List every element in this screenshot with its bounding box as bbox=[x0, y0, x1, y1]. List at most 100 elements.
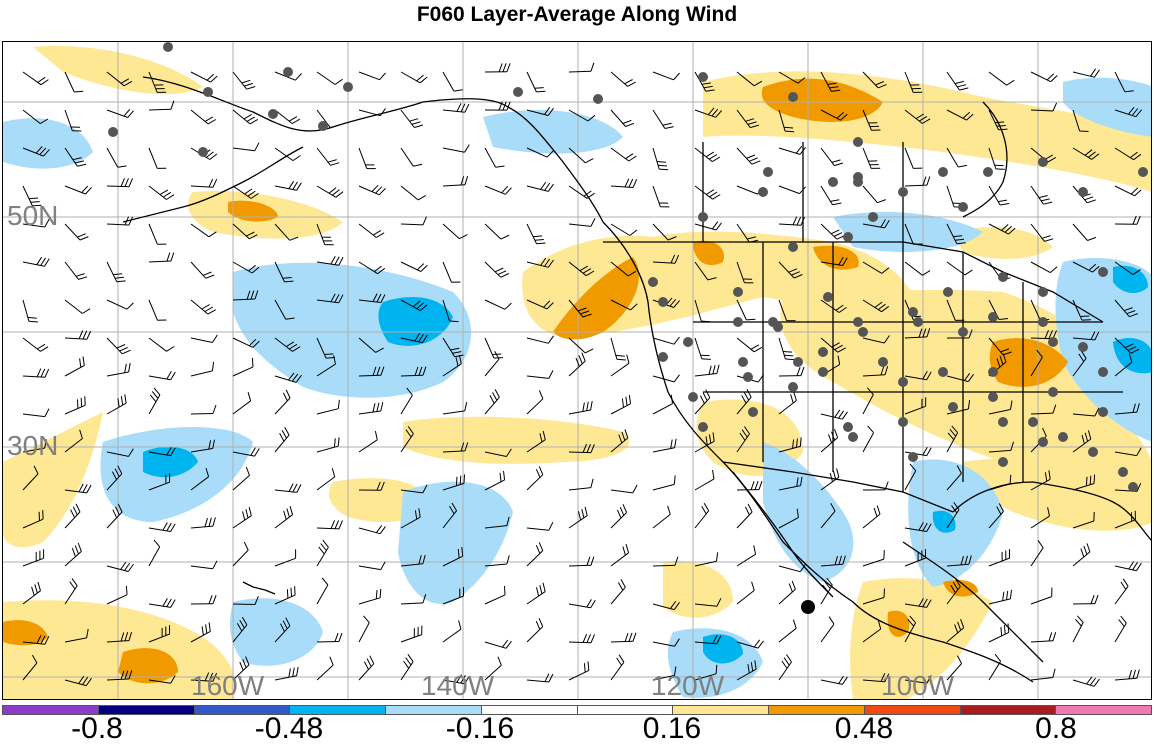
wind-barb bbox=[947, 262, 972, 275]
station-dot bbox=[198, 147, 208, 157]
station-dot bbox=[848, 432, 858, 442]
station-dot bbox=[163, 42, 173, 52]
wind-barb bbox=[989, 549, 1010, 566]
wind-barb bbox=[989, 654, 1001, 680]
station-dot bbox=[853, 177, 863, 187]
wind-barb bbox=[527, 466, 543, 490]
wind-barb bbox=[359, 656, 374, 680]
wind-barb bbox=[485, 389, 499, 414]
wind-barb bbox=[275, 110, 300, 124]
wind-barb bbox=[569, 353, 585, 376]
wind-barb bbox=[233, 507, 251, 528]
wind-barb bbox=[149, 388, 160, 414]
wind-barb bbox=[569, 338, 593, 353]
wind-barb bbox=[821, 186, 841, 205]
wind-barb bbox=[359, 72, 386, 80]
station-dot bbox=[853, 317, 863, 327]
wind-barb bbox=[107, 300, 133, 309]
wind-barb bbox=[653, 375, 680, 382]
wind-barb bbox=[611, 633, 636, 642]
map-title: F060 Layer-Average Along Wind bbox=[0, 0, 1154, 40]
wind-barb bbox=[443, 224, 467, 239]
station-dot bbox=[698, 422, 708, 432]
wind-barb bbox=[611, 110, 634, 127]
wind-barb bbox=[569, 479, 593, 490]
wind-barb bbox=[485, 224, 509, 239]
wind-barb bbox=[149, 148, 166, 168]
station-dot bbox=[788, 382, 798, 392]
wind-barb bbox=[1031, 632, 1056, 642]
wind-barb bbox=[233, 143, 259, 151]
wind-barb bbox=[485, 471, 505, 490]
station-dot bbox=[998, 272, 1008, 282]
wind-barb bbox=[149, 338, 174, 351]
station-dot bbox=[343, 82, 353, 92]
wind-barb bbox=[695, 222, 722, 230]
wind-barb bbox=[611, 504, 627, 528]
station-dot bbox=[1048, 337, 1058, 347]
wind-barb bbox=[359, 589, 381, 604]
station-dot bbox=[203, 87, 213, 97]
wind-barb bbox=[569, 634, 595, 643]
station-dot bbox=[1078, 187, 1088, 197]
wind-barb bbox=[23, 338, 48, 351]
colorbar-label-neg-0-48: -0.48 bbox=[255, 712, 323, 746]
wind-barb bbox=[863, 426, 874, 452]
wind-barb bbox=[65, 300, 90, 314]
wind-barb bbox=[149, 300, 167, 320]
wind-barb bbox=[527, 224, 546, 244]
wind-barb bbox=[317, 148, 339, 165]
lon-label-140w: 140W bbox=[421, 670, 494, 700]
highlight-station-dot bbox=[801, 600, 815, 614]
wind-barb bbox=[485, 338, 503, 358]
wind-barb bbox=[569, 63, 594, 72]
station-dot bbox=[988, 312, 998, 322]
wind-barb bbox=[611, 544, 629, 566]
wind-barb bbox=[401, 110, 423, 128]
station-dot bbox=[788, 242, 798, 252]
wind-barb bbox=[191, 362, 214, 376]
wind-barb bbox=[107, 109, 134, 117]
wind-barb bbox=[695, 365, 719, 376]
wind-barb bbox=[275, 181, 301, 190]
wind-barb bbox=[149, 224, 166, 244]
wind-barb bbox=[401, 654, 413, 680]
wind-barb bbox=[401, 217, 427, 225]
station-dot bbox=[1098, 267, 1108, 277]
wind-barb bbox=[653, 72, 680, 80]
wind-barb bbox=[401, 626, 422, 642]
station-dot bbox=[913, 317, 923, 327]
wind-barb bbox=[359, 562, 385, 570]
wind-barb bbox=[1073, 595, 1098, 604]
wind-barb bbox=[611, 355, 629, 376]
wind-barb bbox=[1073, 543, 1090, 566]
blue-blob-north-pacific bbox=[3, 118, 93, 168]
wind-barb bbox=[821, 410, 848, 419]
station-dot bbox=[1058, 432, 1068, 442]
wind-barb bbox=[443, 621, 461, 643]
wind-barb bbox=[191, 405, 216, 414]
wind-barb bbox=[359, 224, 384, 238]
wind-barb bbox=[695, 148, 720, 162]
wind-barb bbox=[653, 506, 670, 528]
wind-barb bbox=[1115, 579, 1128, 604]
station-dot bbox=[828, 177, 838, 187]
station-dot bbox=[943, 287, 953, 297]
wind-barb bbox=[485, 300, 511, 309]
colorbar-label-neg-0-8: -0.8 bbox=[71, 712, 123, 746]
wind-barb bbox=[527, 674, 553, 682]
station-dot bbox=[283, 67, 293, 77]
station-dot bbox=[658, 352, 668, 362]
wind-barb bbox=[905, 177, 930, 187]
wind-barb bbox=[485, 63, 510, 72]
station-dot bbox=[1028, 417, 1038, 427]
wind-barb bbox=[653, 186, 669, 207]
station-dot bbox=[1098, 367, 1108, 377]
wind-barb bbox=[149, 598, 175, 607]
wind-barb bbox=[359, 185, 386, 195]
station-dot bbox=[1138, 167, 1148, 177]
station-dot bbox=[1128, 482, 1138, 492]
wind-barb bbox=[653, 110, 674, 129]
station-dot bbox=[513, 87, 523, 97]
wind-barb bbox=[443, 145, 469, 153]
